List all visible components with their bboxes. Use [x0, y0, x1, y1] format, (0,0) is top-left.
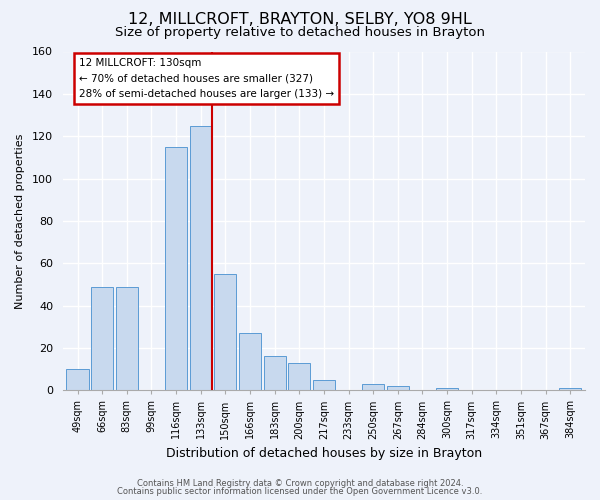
Bar: [387, 386, 409, 390]
Text: Contains public sector information licensed under the Open Government Licence v3: Contains public sector information licen…: [118, 486, 482, 496]
X-axis label: Distribution of detached houses by size in Brayton: Distribution of detached houses by size …: [166, 447, 482, 460]
Bar: [288, 362, 310, 390]
Bar: [239, 333, 261, 390]
Bar: [436, 388, 458, 390]
Text: Size of property relative to detached houses in Brayton: Size of property relative to detached ho…: [115, 26, 485, 39]
Text: 12, MILLCROFT, BRAYTON, SELBY, YO8 9HL: 12, MILLCROFT, BRAYTON, SELBY, YO8 9HL: [128, 12, 472, 28]
Bar: [214, 274, 236, 390]
Bar: [190, 126, 212, 390]
Text: 12 MILLCROFT: 130sqm
← 70% of detached houses are smaller (327)
28% of semi-deta: 12 MILLCROFT: 130sqm ← 70% of detached h…: [79, 58, 334, 99]
Bar: [362, 384, 384, 390]
Bar: [116, 286, 138, 391]
Bar: [559, 388, 581, 390]
Text: Contains HM Land Registry data © Crown copyright and database right 2024.: Contains HM Land Registry data © Crown c…: [137, 479, 463, 488]
Bar: [313, 380, 335, 390]
Bar: [91, 286, 113, 391]
Y-axis label: Number of detached properties: Number of detached properties: [15, 133, 25, 308]
Bar: [263, 356, 286, 390]
Bar: [67, 369, 89, 390]
Bar: [165, 147, 187, 390]
